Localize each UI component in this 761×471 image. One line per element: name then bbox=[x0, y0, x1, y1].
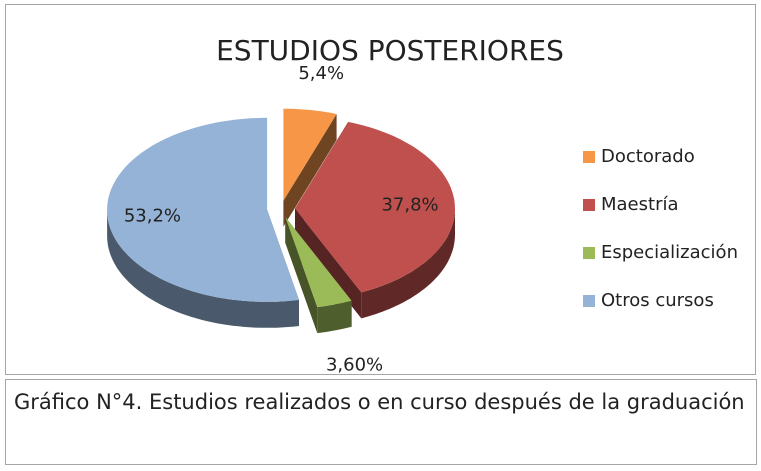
legend-label: Especialización bbox=[601, 242, 738, 263]
legend-swatch bbox=[583, 151, 595, 163]
slice-face bbox=[283, 114, 337, 227]
data-label: 5,4% bbox=[298, 63, 344, 84]
slice bbox=[107, 117, 299, 302]
legend-swatch bbox=[583, 199, 595, 211]
data-label: 37,8% bbox=[381, 195, 438, 216]
legend-swatch bbox=[583, 247, 595, 259]
data-label: 3,60% bbox=[326, 354, 383, 375]
legend-label: Maestría bbox=[601, 194, 679, 215]
slice-side bbox=[317, 300, 352, 334]
legend-label: Otros cursos bbox=[601, 290, 714, 311]
caption: Gráfico N°4. Estudios realizados o en cu… bbox=[5, 379, 757, 465]
legend-label: Doctorado bbox=[601, 146, 695, 167]
legend-swatch bbox=[583, 295, 595, 307]
slice bbox=[285, 217, 352, 308]
slice-side bbox=[107, 209, 299, 328]
data-label: 53,2% bbox=[124, 205, 181, 226]
chart: ESTUDIOS POSTERIORES 5,4% 37,8% 3,60% 53,2%… bbox=[5, 4, 756, 375]
slice-face bbox=[295, 208, 362, 319]
slice-face bbox=[285, 217, 318, 334]
slice bbox=[283, 108, 337, 201]
chart-title: ESTUDIOS POSTERIORES bbox=[216, 34, 564, 67]
slice bbox=[295, 121, 455, 293]
slice-side bbox=[361, 208, 455, 319]
